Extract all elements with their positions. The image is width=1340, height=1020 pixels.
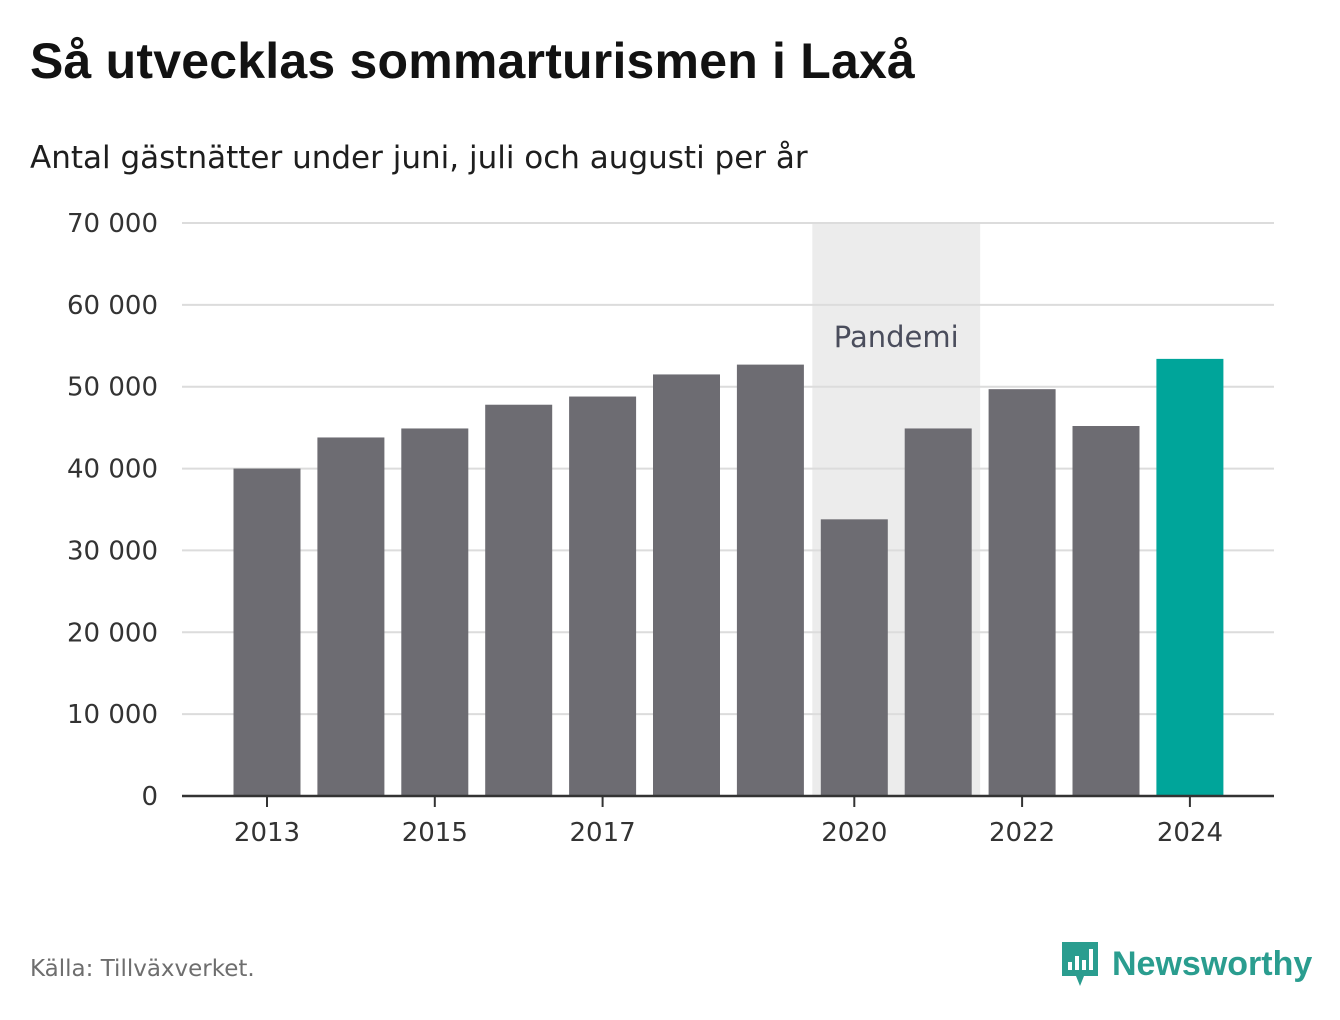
bar-2016 <box>485 404 553 796</box>
x-tick-label: 2015 <box>402 818 468 848</box>
y-tick-label: 10 000 <box>67 700 158 730</box>
x-tick-label: 2024 <box>1157 818 1223 848</box>
y-tick-label: 40 000 <box>67 455 158 485</box>
x-tick-label: 2013 <box>234 818 300 848</box>
y-tick-label: 30 000 <box>67 536 158 566</box>
bar-2022 <box>988 389 1056 796</box>
newsworthy-logo-icon <box>1062 942 1098 986</box>
bar-2015 <box>401 428 469 796</box>
y-tick-label: 20 000 <box>67 618 158 648</box>
brand-logo: Newsworthy <box>1060 940 1312 988</box>
bar-chart: Pandemi 0 10 000 20 000 30 000 40 000 50 000 60… <box>67 209 1274 848</box>
bar-2018 <box>653 374 720 796</box>
brand-name: Newsworthy <box>1112 944 1313 983</box>
bar-2023 <box>1072 426 1140 796</box>
y-tick-label: 70 000 <box>67 209 158 239</box>
chart-subtitle: Antal gästnätter under juni, juli och au… <box>30 140 808 176</box>
y-tick-label: 60 000 <box>67 291 158 321</box>
bar-2019 <box>736 364 804 796</box>
bar-2021 <box>904 428 972 796</box>
y-tick-label: 0 <box>141 782 158 812</box>
x-tick-label: 2022 <box>989 818 1055 848</box>
bar-2013 <box>233 468 301 796</box>
bar-2014 <box>317 437 385 796</box>
bar-2024 <box>1156 358 1224 796</box>
bar-2020 <box>820 519 888 796</box>
x-tick-label: 2020 <box>821 818 887 848</box>
x-tick-label: 2017 <box>570 818 636 848</box>
y-tick-label: 50 000 <box>67 373 158 403</box>
source-note: Källa: Tillväxverket. <box>30 956 255 982</box>
pandemic-label: Pandemi <box>834 320 959 354</box>
chart-title: Så utvecklas sommarturismen i Laxå <box>30 33 915 89</box>
bar-2017 <box>569 396 637 796</box>
